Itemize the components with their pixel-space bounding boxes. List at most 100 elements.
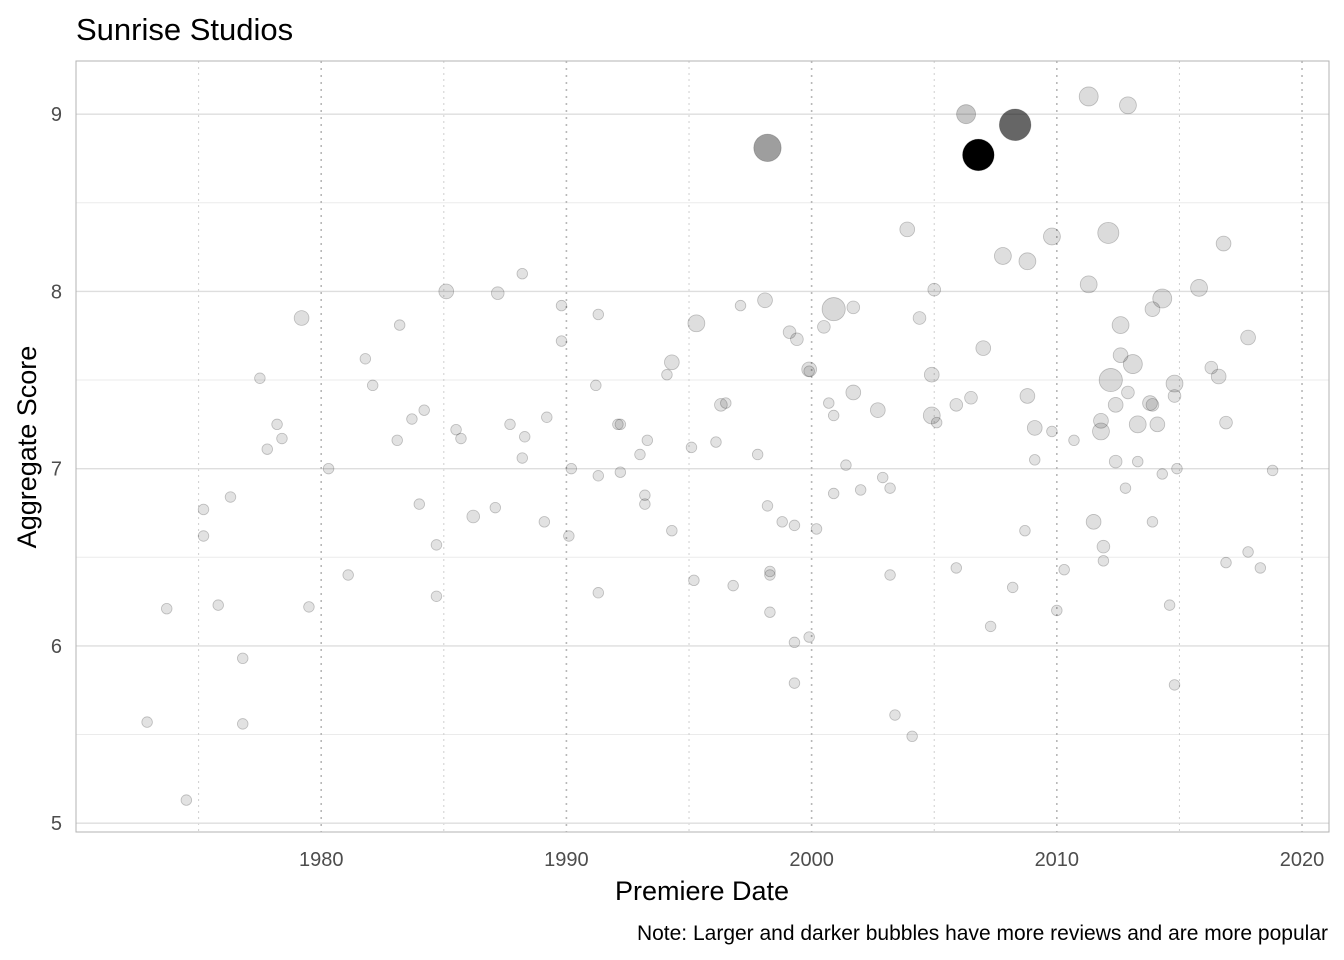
data-point <box>1149 416 1166 433</box>
data-point <box>614 418 627 431</box>
data-point <box>776 516 788 528</box>
data-point <box>788 519 801 532</box>
data-point <box>1112 347 1129 364</box>
x-axis-ticks: 1980 1990 2000 2010 2020 <box>299 849 1324 871</box>
data-point <box>846 300 861 315</box>
data-point <box>413 498 425 510</box>
data-point <box>964 391 978 405</box>
data-point <box>1058 563 1070 576</box>
data-point <box>827 487 840 500</box>
y-tick-label: 6 <box>51 636 62 658</box>
data-point <box>803 365 815 377</box>
data-point <box>1097 555 1110 567</box>
data-point <box>1006 581 1019 594</box>
data-point <box>590 379 602 392</box>
data-point <box>438 283 455 300</box>
x-tick-label: 2020 <box>1280 849 1325 871</box>
data-point <box>764 569 776 581</box>
data-point <box>1242 546 1254 558</box>
data-point <box>927 282 941 297</box>
data-point <box>1171 462 1183 475</box>
data-point <box>1097 221 1120 244</box>
data-point <box>237 652 249 665</box>
data-point <box>1266 464 1279 477</box>
data-point <box>271 418 283 431</box>
y-axis-ticks: 5 6 7 8 9 <box>51 104 62 835</box>
data-point <box>1152 288 1173 309</box>
data-point <box>788 677 801 689</box>
data-point <box>664 354 680 371</box>
data-point <box>565 462 578 475</box>
x-tick-label: 1980 <box>299 849 344 871</box>
data-point <box>555 299 568 312</box>
x-tick-label: 2000 <box>789 849 834 871</box>
data-point <box>840 459 852 471</box>
data-point <box>710 436 722 448</box>
y-tick-label: 5 <box>51 813 62 835</box>
grid <box>76 61 1329 832</box>
data-point <box>406 413 418 425</box>
data-point <box>790 332 804 347</box>
data-point <box>688 574 700 587</box>
data-point <box>1111 316 1130 334</box>
data-point <box>614 466 627 478</box>
data-point <box>212 599 224 611</box>
data-point <box>1019 524 1031 537</box>
data-point <box>466 509 480 524</box>
data-point <box>1107 397 1124 413</box>
data-point <box>877 471 889 484</box>
data-point <box>455 432 467 445</box>
y-tick-label: 7 <box>51 459 62 481</box>
data-point <box>1144 301 1161 317</box>
data-point <box>854 484 867 496</box>
data-point <box>827 409 840 422</box>
data-point <box>359 353 372 365</box>
data-point <box>541 411 553 423</box>
data-point <box>303 601 315 613</box>
data-point <box>634 448 646 461</box>
data-point <box>1098 368 1123 393</box>
data-point <box>998 108 1032 142</box>
data-points <box>141 86 1279 806</box>
data-point <box>823 397 835 409</box>
data-point <box>322 462 335 475</box>
chart-caption: Note: Larger and darker bubbles have mor… <box>637 922 1328 945</box>
data-point <box>727 579 739 592</box>
data-point <box>1132 455 1144 468</box>
data-point <box>661 369 673 381</box>
data-point <box>180 794 193 806</box>
data-point <box>1165 374 1184 393</box>
data-point <box>519 431 531 443</box>
data-point <box>949 398 964 412</box>
data-point <box>254 372 266 384</box>
data-point <box>516 452 528 464</box>
x-tick-label: 2010 <box>1035 849 1080 871</box>
data-point <box>1168 679 1181 691</box>
data-point <box>538 516 551 528</box>
data-point <box>418 404 430 416</box>
chart-title: Sunrise Studios <box>76 12 293 47</box>
data-point <box>810 523 823 535</box>
data-point <box>1051 604 1063 617</box>
data-point <box>666 524 678 537</box>
data-point <box>491 286 505 300</box>
data-point <box>753 133 782 162</box>
data-point <box>1096 539 1111 554</box>
data-point <box>1093 412 1109 429</box>
data-point <box>1240 329 1256 346</box>
data-point <box>687 314 706 333</box>
data-point <box>1142 395 1158 411</box>
data-point <box>720 397 732 409</box>
data-point <box>1204 360 1219 375</box>
data-point <box>1146 516 1159 528</box>
data-point <box>1145 398 1160 412</box>
data-point <box>685 441 698 454</box>
data-point <box>141 716 153 728</box>
data-point <box>1019 388 1036 404</box>
data-point <box>845 384 862 401</box>
data-point <box>870 402 886 418</box>
data-point <box>161 602 173 615</box>
data-point <box>714 398 728 412</box>
data-point <box>788 636 801 649</box>
data-point <box>1210 368 1227 385</box>
